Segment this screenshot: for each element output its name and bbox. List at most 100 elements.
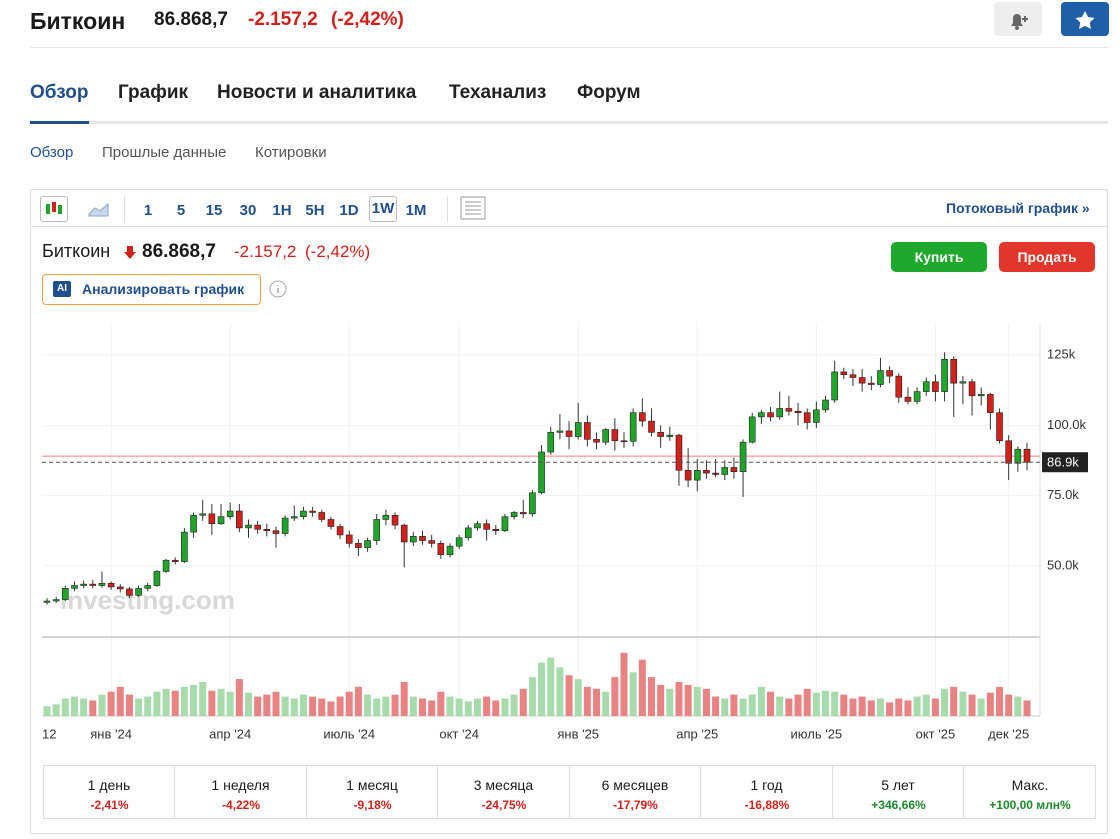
candle-body	[391, 514, 399, 526]
interval-button[interactable]: 1H	[272, 202, 292, 219]
interval-button[interactable]: 5	[176, 202, 186, 219]
volume-bar	[950, 686, 958, 716]
candle-body	[236, 510, 243, 529]
volume-bar	[400, 682, 408, 716]
subtab[interactable]: Прошлые данные	[102, 144, 227, 161]
volume-bar	[941, 688, 949, 716]
tab[interactable]: График	[118, 82, 189, 103]
volume-bar	[80, 698, 88, 716]
interval-button[interactable]: 15	[205, 202, 223, 219]
candle-body	[98, 582, 106, 586]
toolbar-sep	[124, 196, 125, 222]
layout-button[interactable]	[460, 196, 486, 220]
volume-bar	[171, 690, 179, 716]
subtab[interactable]: Котировки	[255, 144, 327, 161]
candle-body	[794, 410, 802, 413]
volume-bar	[968, 694, 976, 716]
volume-bar	[409, 696, 417, 716]
volume-bar	[574, 679, 582, 716]
candle-body	[922, 381, 930, 392]
candle-body	[877, 370, 884, 385]
candle-body	[648, 420, 655, 433]
candle-body	[465, 527, 472, 539]
chart-change: -2.157,2	[234, 242, 297, 261]
volume-bar	[849, 698, 857, 716]
subtab[interactable]: Обзор	[30, 144, 74, 161]
candle-body	[913, 391, 921, 402]
volume-bar	[712, 696, 720, 716]
volume-bar	[583, 686, 591, 716]
tab[interactable]: Обзор	[30, 82, 89, 103]
tab[interactable]: Теханализ	[449, 82, 547, 103]
volume-bar	[43, 706, 51, 716]
volume-bar	[419, 698, 427, 716]
candle-body	[446, 545, 454, 555]
interval-button[interactable]: 1	[143, 202, 153, 219]
candle-body	[318, 512, 326, 520]
sell-button[interactable]: Продать	[999, 242, 1095, 272]
candle-body	[547, 432, 555, 453]
buy-button[interactable]: Купить	[891, 242, 987, 272]
candle-body	[721, 467, 729, 475]
last-price-box	[1042, 452, 1088, 473]
volume-bar	[822, 690, 830, 716]
candle-body	[684, 469, 692, 481]
interval-button[interactable]: 5H	[305, 202, 325, 219]
candle-body	[574, 422, 582, 437]
period-label: 1 месяц	[307, 766, 438, 818]
candle-body	[904, 396, 912, 402]
interval-button[interactable]: 1D	[339, 202, 359, 219]
volume-bar	[199, 682, 207, 716]
candle-body	[968, 381, 976, 397]
candle-body	[556, 430, 564, 433]
volume-bar	[748, 694, 756, 716]
toolbar	[31, 190, 1107, 227]
volume-bar	[244, 692, 252, 716]
candle-body	[803, 412, 811, 423]
candle-body	[996, 412, 1003, 442]
candle-body	[382, 514, 390, 520]
stream-link[interactable]: Потоковый график »	[946, 200, 1090, 216]
interval-button[interactable]: 1M	[405, 202, 427, 219]
candle-body	[675, 434, 683, 471]
change-pct: (-2,42%)	[331, 9, 404, 30]
x-tick-label: июль '25	[791, 726, 843, 741]
candle-body	[171, 559, 179, 562]
period-label: 5 лет	[833, 766, 964, 818]
x-tick-label: дек '25	[988, 726, 1029, 741]
toolbar-sep	[447, 196, 448, 222]
interval-button[interactable]: 30	[239, 202, 257, 219]
alert-button[interactable]	[994, 2, 1042, 36]
interval-button[interactable]: 1W	[369, 196, 397, 222]
x-tick-label: окт '25	[916, 726, 956, 741]
tab[interactable]: Форум	[577, 82, 641, 103]
volume-bar	[629, 672, 637, 716]
x-tick-label: окт '24	[439, 726, 479, 741]
candle-body	[831, 371, 838, 401]
period-value: -17,79%	[613, 798, 658, 812]
candle-body	[987, 394, 994, 413]
candle-body	[217, 516, 225, 524]
analyze-label: Анализировать график	[82, 281, 245, 297]
analyze-button[interactable]	[42, 274, 261, 305]
volume-bar	[547, 657, 555, 716]
area-type-button[interactable]	[86, 198, 112, 220]
candle-body	[932, 381, 939, 392]
candle-body	[116, 586, 124, 590]
volume-bar	[767, 691, 775, 716]
candle-body	[629, 412, 637, 442]
volume-bar	[309, 696, 317, 716]
candle-body	[107, 582, 115, 588]
candle-body	[602, 429, 609, 443]
tab[interactable]: Новости и аналитика	[217, 82, 417, 103]
watchlist-button[interactable]	[1061, 2, 1109, 36]
x-tick-label: янв '25	[557, 726, 599, 741]
volume-bar	[272, 691, 280, 716]
volume-bar	[437, 691, 445, 716]
volume-bar	[327, 701, 335, 716]
candle-type-button[interactable]	[40, 196, 68, 222]
period-value: -9,18%	[353, 798, 392, 812]
volume-bar	[1023, 700, 1031, 716]
x-tick-label: июль '24	[323, 726, 375, 741]
